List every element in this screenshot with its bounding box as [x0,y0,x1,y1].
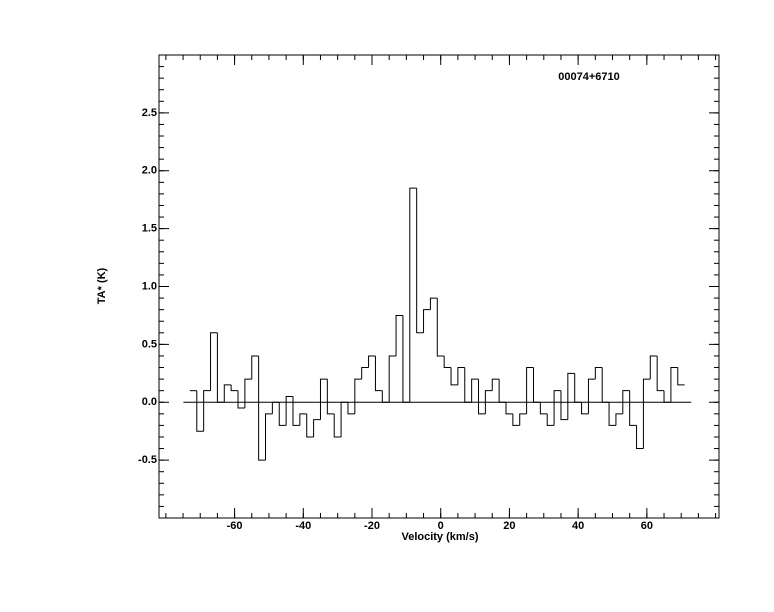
y-axis-label: TA* (K) [96,267,108,304]
spectrum-step [505,402,513,415]
x-tick-label: -40 [295,520,311,532]
spectrum-step [649,355,658,380]
spectrum-step [361,367,369,380]
spectrum-step [203,390,211,432]
x-tick-label: 40 [572,520,584,532]
x-tick-label: -60 [227,520,243,532]
spectrum-step [484,390,493,414]
spectrum-step [574,373,582,403]
x-tick-label: 20 [503,520,515,532]
spectrum-step [395,314,403,356]
spectrum-step [388,355,397,403]
spectrum-step [464,367,472,403]
spectrum-step [244,378,252,409]
spectrum-step [333,413,342,438]
spectrum-step [581,402,589,415]
spectrum-step [230,384,239,392]
spectrum-step [677,367,685,386]
y-tick-label: 2.5 [142,107,157,119]
spectrum-step [491,378,500,391]
spectrum-step [594,367,603,380]
spectrum-step [299,413,307,426]
spectrum-step [532,367,541,403]
spectrum-step [498,379,506,403]
y-tick-label: 1.0 [142,280,157,292]
y-tick-label: -0.5 [138,454,157,466]
y-tick-label: 0.0 [142,396,157,408]
spectrum-step [663,390,671,403]
spectrum-step [258,355,266,461]
spectrum-step [210,332,218,391]
spectrum-step [271,401,280,414]
spectrum-step [416,188,424,334]
spectrum-step [642,378,651,449]
spectrum-step [402,315,410,403]
spectrum-step [265,413,273,461]
spectrum-step [526,367,534,414]
spectrum-step [326,379,335,415]
x-axis-label: Velocity (km/s) [401,531,478,543]
spectrum-step [251,355,259,380]
spectrum-step [539,402,548,415]
spectrum-step [601,367,610,403]
spectrum-step [622,390,630,414]
spectrum-step [443,355,452,369]
spectrum-step [560,390,568,421]
spectrum-step [478,379,486,415]
spectrum-step [368,355,376,368]
x-tick-label: -20 [364,520,380,532]
spectrum-step [615,413,623,426]
y-tick-label: 1.5 [142,223,157,235]
spectrum-step [436,298,445,357]
y-tick-label: 0.5 [142,338,157,350]
spectrum-step [512,413,520,426]
spectrum-step [546,413,555,426]
spectrum-step [587,378,596,414]
spectrum-step [429,297,438,310]
x-tick-label: 60 [641,520,653,532]
spectrum-step [237,390,245,409]
spectrum-step [629,390,637,426]
spectrum-step [381,390,390,403]
spectrum-step [285,395,293,426]
spectrum-step [567,372,575,420]
spectrum-step [223,384,232,403]
spectrum-step [374,355,383,392]
spectrum-step [608,402,616,426]
spectrum-step [319,378,328,420]
spectrum-step [519,413,527,426]
spectrum-step [670,367,678,403]
spectrum-step [450,367,458,386]
spectrum-step [292,396,300,426]
spectrum-step [354,378,362,414]
spectrum-step [423,309,431,333]
spectrum-step [457,367,465,385]
spectrum-step [471,378,479,403]
spectrum-step [636,425,644,450]
spectrum-step [656,355,665,392]
spectrum-step [347,402,355,415]
spectrum-step [313,419,321,437]
y-tick-label: 2.0 [142,165,157,177]
spectrum-step [278,402,287,426]
spectrum-step [553,390,561,426]
spectrum-step [409,187,417,403]
x-tick-label: 0 [438,520,444,532]
spectrum-step [196,390,204,432]
spectrum-step [216,332,225,403]
spectrum-step [306,413,314,438]
plot-frame [158,54,720,519]
chart-title: 00074+6710 [558,71,619,83]
spectrum-step [340,401,348,437]
